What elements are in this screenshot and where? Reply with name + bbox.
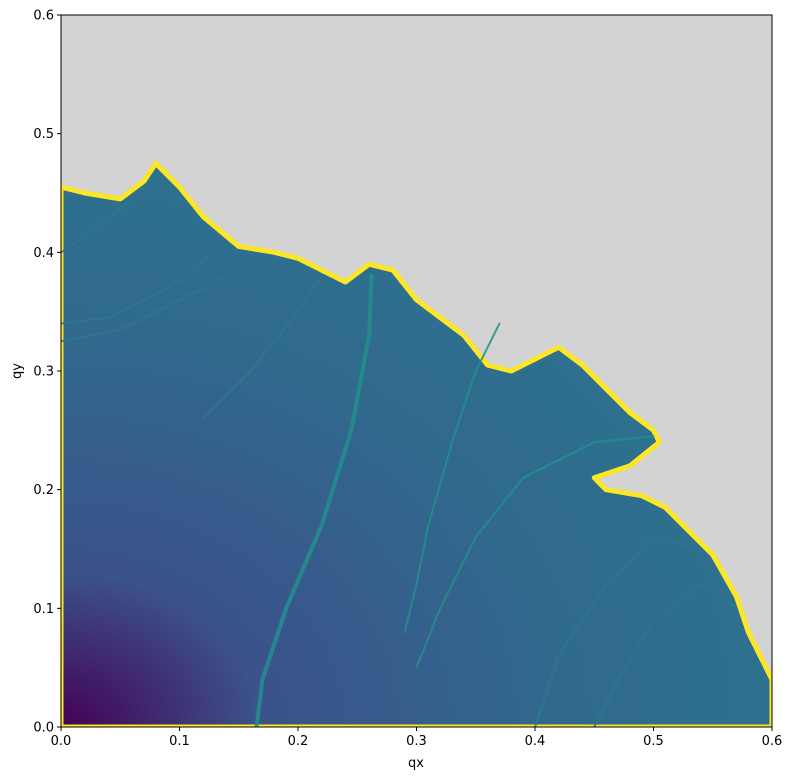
heatmap-region	[61, 160, 772, 727]
ridge-curve	[61, 251, 217, 325]
x-tick-label: 0.6	[762, 734, 783, 749]
x-axis-label: qx	[408, 756, 424, 771]
x-tick-label: 0.5	[643, 734, 664, 749]
y-tick-label: 0.2	[33, 483, 54, 498]
x-tick-label: 0.3	[406, 734, 427, 749]
y-tick-label: 0.4	[33, 246, 54, 261]
x-tick-label: 0.2	[288, 734, 309, 749]
plot-area	[61, 15, 772, 727]
ridge-curve	[61, 275, 228, 343]
ridge-layer	[61, 197, 738, 727]
x-tick-label: 0.0	[51, 734, 72, 749]
y-tick-label: 0.1	[33, 602, 54, 617]
ridge-curve	[415, 435, 655, 669]
x-axis: 0.0 0.1 0.2 0.3 0.4 0.5 0.6	[51, 727, 783, 749]
ridge-curve	[254, 274, 374, 727]
y-axis-label: qy	[10, 363, 25, 379]
ridge-curve	[202, 275, 323, 420]
ridge-curve	[593, 583, 738, 727]
y-tick-label: 0.5	[33, 127, 54, 142]
y-tick-label: 0.6	[33, 9, 54, 24]
y-axis: 0.0 0.1 0.2 0.3 0.4 0.5 0.6	[33, 9, 61, 736]
ridge-curve	[61, 197, 134, 254]
ridge-curve	[534, 535, 702, 727]
y-tick-label: 0.0	[33, 721, 54, 736]
x-tick-label: 0.4	[525, 734, 546, 749]
ridge-curve	[403, 322, 501, 634]
x-tick-label: 0.1	[169, 734, 190, 749]
y-tick-label: 0.3	[33, 365, 54, 380]
